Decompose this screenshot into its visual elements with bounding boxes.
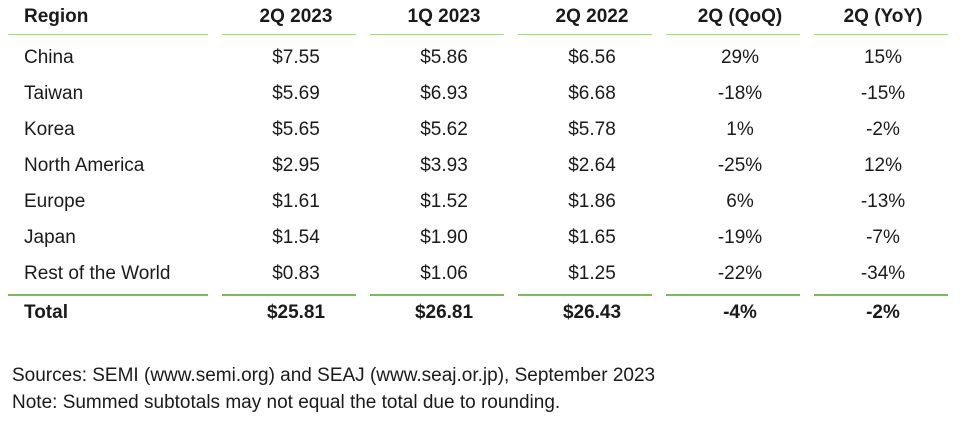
cell-val-2q-2022: $1.86: [568, 191, 616, 212]
cell-val-qoq: 6%: [726, 191, 754, 212]
cell-val-2q-2022: $1.65: [568, 227, 616, 248]
cell-val-qoq: -25%: [717, 155, 763, 176]
header-2q-2023: 2Q 2023: [259, 6, 333, 27]
cell-region: Taiwan: [24, 83, 84, 104]
cell-val-qoq: 1%: [726, 119, 754, 140]
total-yoy: -2%: [866, 302, 900, 323]
cell-val-qoq: -22%: [717, 263, 763, 284]
table-row: Rest of the World $0.83 $1.06 $1.25 -22% -34%: [8, 256, 952, 292]
table-body: China $7.55 $5.86 $6.56 29% 15% Taiwan $5.69 $6.…: [8, 36, 952, 294]
table-total-row: Total $25.81 $26.81 $26.43 -4% -2%: [8, 296, 952, 330]
cell-val-qoq: -19%: [717, 227, 763, 248]
cell-region: China: [24, 47, 74, 68]
cell-val-yoy: 12%: [863, 155, 903, 176]
cell-val-2q-2022: $6.68: [568, 83, 616, 104]
table-row: Taiwan $5.69 $6.93 $6.68 -18% -15%: [8, 76, 952, 112]
cell-region: Rest of the World: [24, 263, 171, 284]
cell-val-1q-2023: $1.90: [420, 227, 468, 248]
header-1q-2023: 1Q 2023: [407, 6, 481, 27]
header-qoq: 2Q (QoQ): [697, 6, 783, 27]
header-2q-2022: 2Q 2022: [555, 6, 629, 27]
cell-val-1q-2023: $1.52: [420, 191, 468, 212]
cell-val-2q-2023: $1.54: [272, 227, 320, 248]
cell-val-2q-2023: $0.83: [272, 263, 320, 284]
footnotes: Sources: SEMI (www.semi.org) and SEAJ (w…: [12, 362, 655, 416]
cell-val-2q-2023: $1.61: [272, 191, 320, 212]
cell-region: North America: [24, 155, 145, 176]
cell-val-yoy: -15%: [860, 83, 906, 104]
total-qoq: -4%: [723, 302, 757, 323]
cell-val-yoy: -13%: [860, 191, 906, 212]
cell-val-1q-2023: $1.06: [420, 263, 468, 284]
table-header-row: Region 2Q 2023 1Q 2023 2Q 2022 2Q (QoQ) …: [8, 0, 952, 34]
cell-region: Korea: [24, 119, 75, 140]
cell-region: Europe: [24, 191, 86, 212]
cell-val-2q-2023: $5.65: [272, 119, 320, 140]
cell-val-1q-2023: $6.93: [420, 83, 468, 104]
total-1q-2023: $26.81: [414, 302, 474, 323]
rounding-note: Note: Summed subtotals may not equal the…: [12, 392, 561, 413]
sources-note: Sources: SEMI (www.semi.org) and SEAJ (w…: [12, 365, 656, 386]
table-row: Europe $1.61 $1.52 $1.86 6% -13%: [8, 184, 952, 220]
cell-val-2q-2023: $2.95: [272, 155, 320, 176]
cell-val-2q-2023: $5.69: [272, 83, 320, 104]
cell-val-2q-2022: $6.56: [568, 47, 616, 68]
cell-val-1q-2023: $5.86: [420, 47, 468, 68]
cell-val-yoy: -2%: [866, 119, 900, 140]
data-table: Region 2Q 2023 1Q 2023 2Q 2022 2Q (QoQ) …: [8, 0, 952, 330]
header-divider: [8, 34, 952, 36]
cell-val-yoy: -34%: [860, 263, 906, 284]
header-yoy: 2Q (YoY): [843, 6, 923, 27]
cell-val-qoq: 29%: [720, 47, 760, 68]
total-label: Total: [24, 302, 68, 323]
cell-region: Japan: [24, 227, 76, 248]
table-row: North America $2.95 $3.93 $2.64 -25% 12%: [8, 148, 952, 184]
cell-val-qoq: -18%: [717, 83, 763, 104]
header-region: Region: [24, 6, 89, 27]
table-row: Japan $1.54 $1.90 $1.65 -19% -7%: [8, 220, 952, 256]
cell-val-2q-2022: $2.64: [568, 155, 616, 176]
table-row: China $7.55 $5.86 $6.56 29% 15%: [8, 40, 952, 76]
cell-val-yoy: -7%: [866, 227, 900, 248]
total-divider: [8, 294, 952, 296]
cell-val-2q-2023: $7.55: [272, 47, 320, 68]
cell-val-2q-2022: $5.78: [568, 119, 616, 140]
cell-val-2q-2022: $1.25: [568, 263, 616, 284]
cell-val-1q-2023: $5.62: [420, 119, 468, 140]
cell-val-1q-2023: $3.93: [420, 155, 468, 176]
total-2q-2023: $25.81: [266, 302, 326, 323]
table-row: Korea $5.65 $5.62 $5.78 1% -2%: [8, 112, 952, 148]
total-2q-2022: $26.43: [562, 302, 622, 323]
cell-val-yoy: 15%: [863, 47, 903, 68]
